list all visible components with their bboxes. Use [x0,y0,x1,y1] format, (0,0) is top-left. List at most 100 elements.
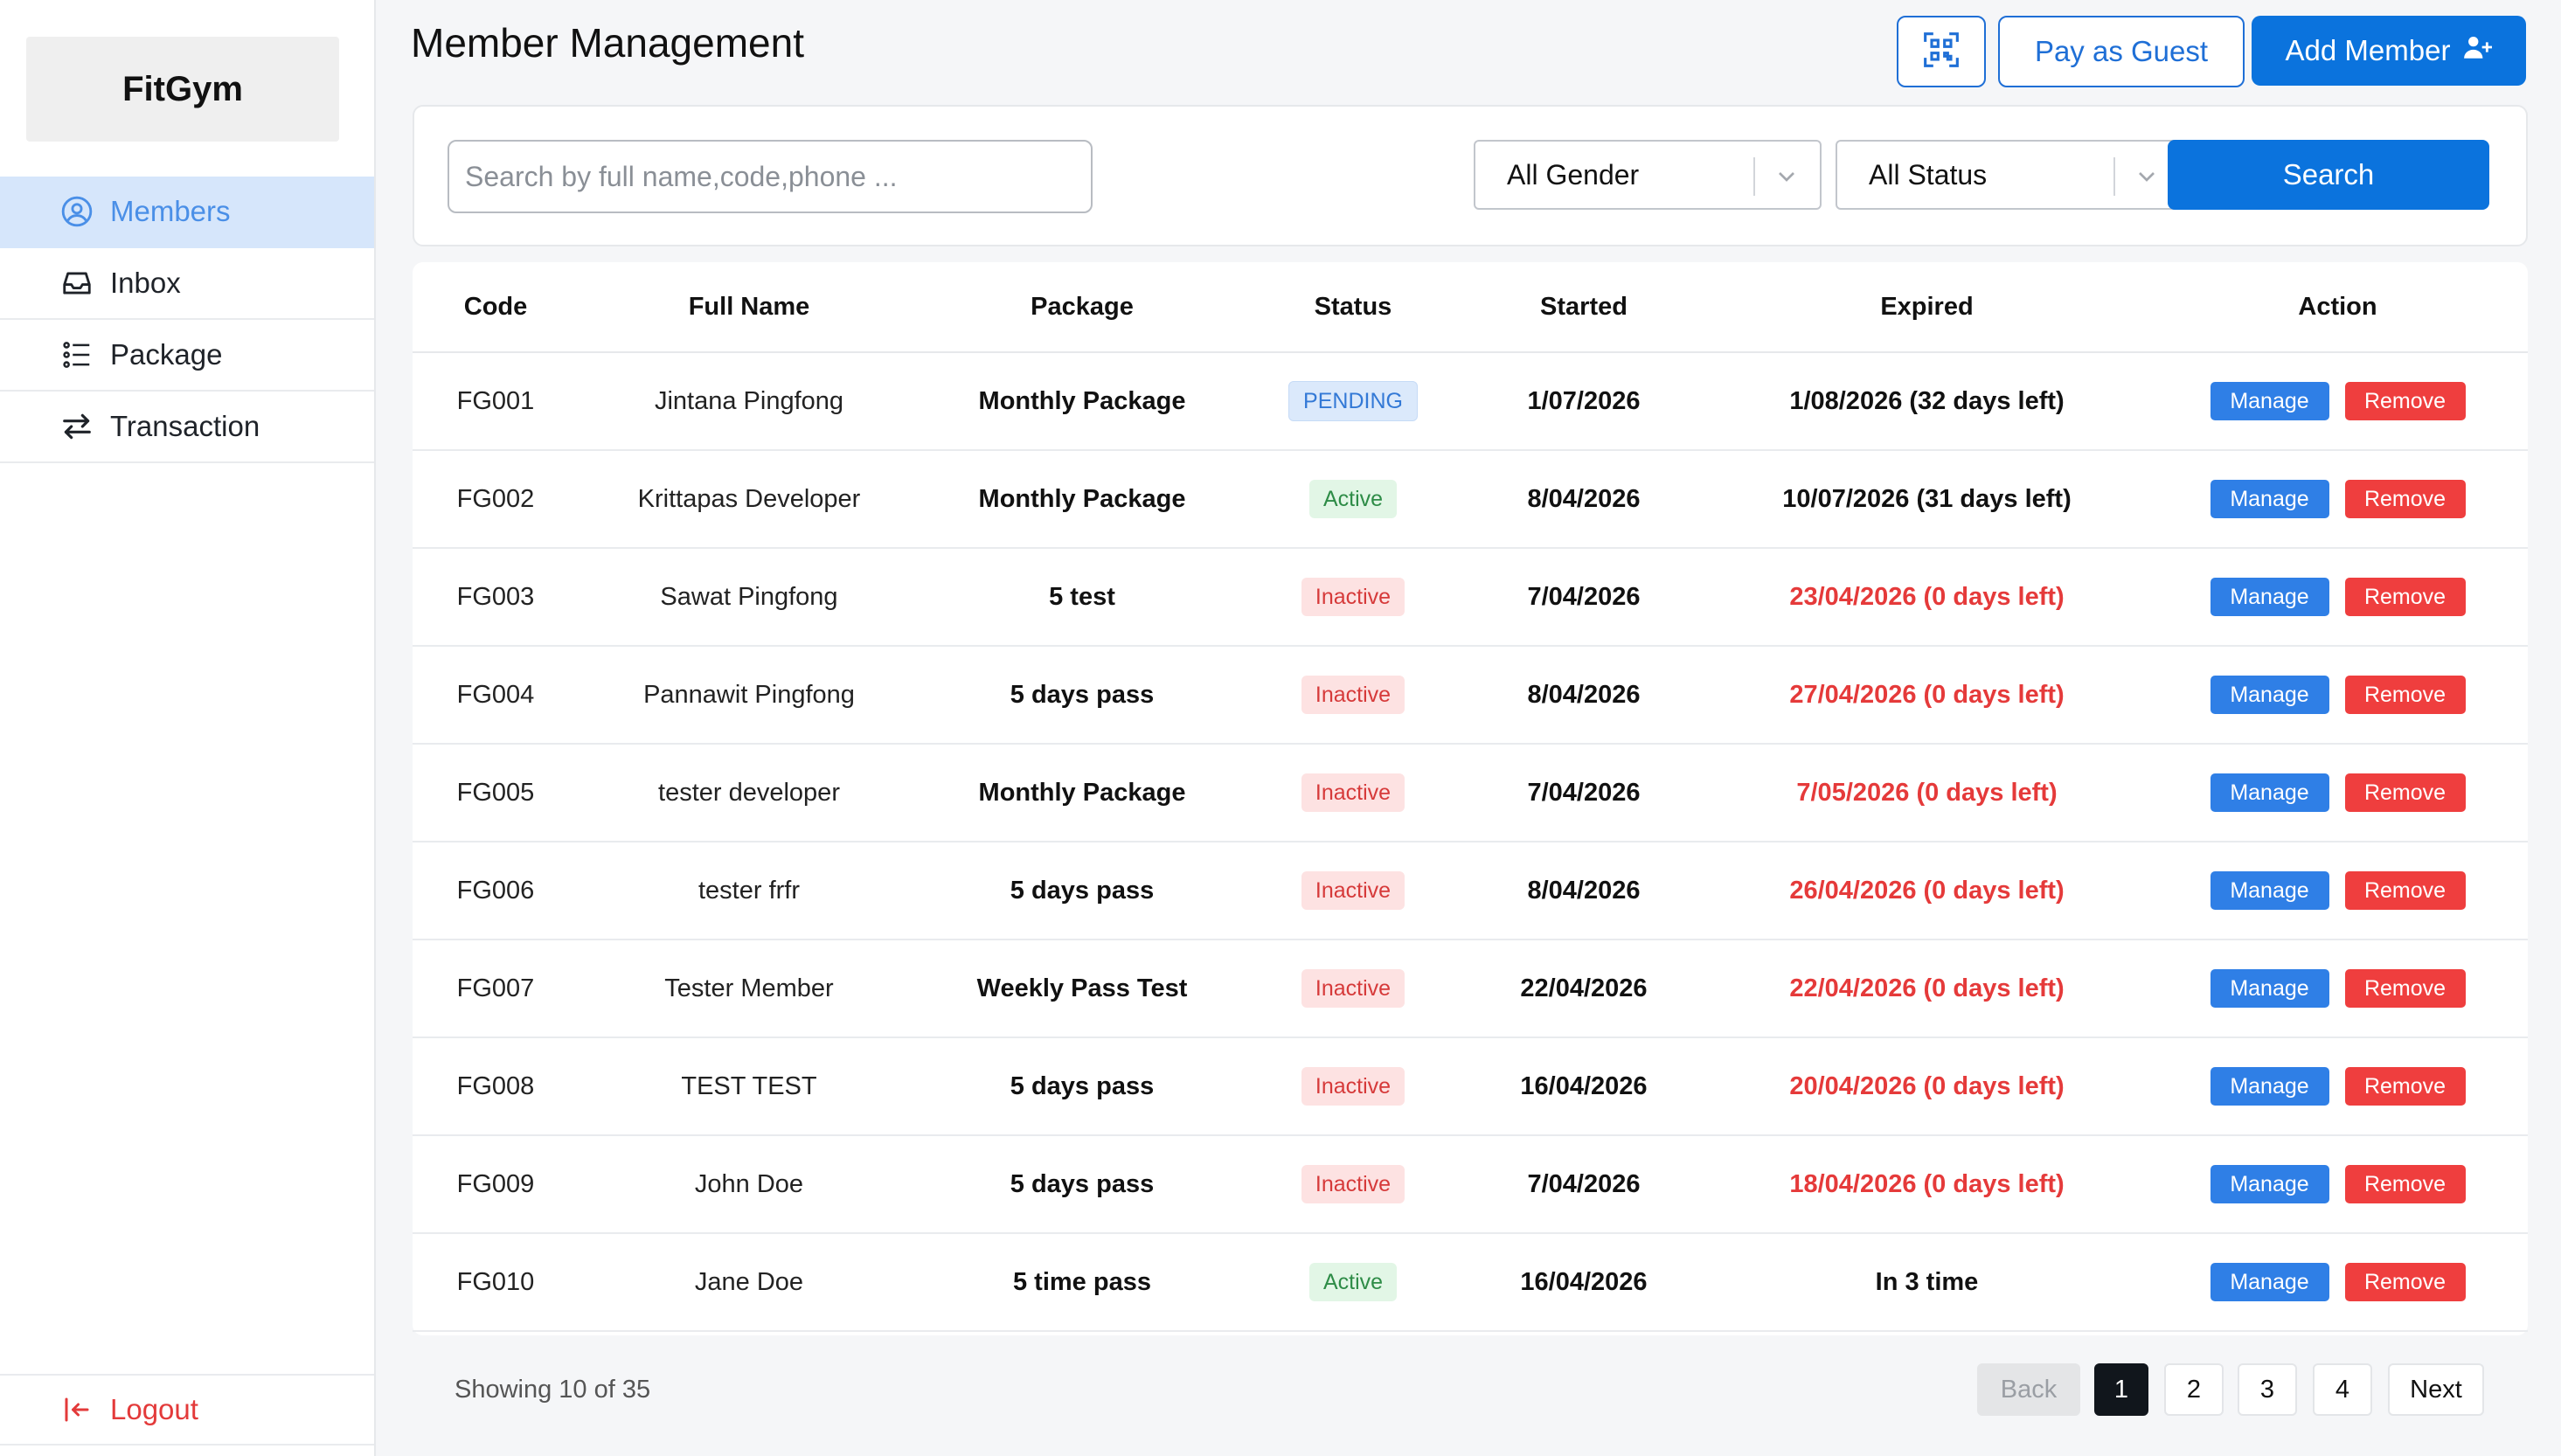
manage-button[interactable]: Manage [2210,1263,2329,1301]
remove-button[interactable]: Remove [2344,871,2466,910]
gender-select[interactable]: All Gender [1474,140,1822,210]
cell-status: Inactive [1245,940,1461,1037]
pagination-page-2[interactable]: 2 [2164,1363,2224,1416]
remove-button[interactable]: Remove [2344,578,2466,616]
table-row: FG007 Tester Member Weekly Pass Test Inacti… [413,940,2528,1038]
pagination-back-button[interactable]: Back [1977,1363,2080,1416]
cell-expired: 27/04/2026 (0 days left) [1789,680,2065,709]
status-badge: Inactive [1301,773,1405,812]
pay-as-guest-button[interactable]: Pay as Guest [1998,16,2245,87]
manage-button[interactable]: Manage [2210,1165,2329,1203]
cell-package: 5 time pass [1013,1267,1151,1296]
cell-action: Manage Remove [2148,745,2528,841]
table-body: FG001 Jintana Pingfong Monthly Package PEND… [413,353,2528,1332]
cell-expired: 7/05/2026 (0 days left) [1796,778,2058,807]
cell-started: 16/04/2026 [1520,1071,1648,1100]
sidebar: FitGym Members Inbox Package Transaction [0,0,376,1456]
cell-code: FG007 [456,974,535,1002]
cell-package: 5 days pass [1010,876,1155,905]
sidebar-item-inbox[interactable]: Inbox [0,248,374,320]
cell-package: 5 days pass [1010,1071,1155,1100]
cell-action: Manage Remove [2148,940,2528,1037]
column-header-full-name: Full Name [688,292,810,321]
cell-package: 5 days pass [1010,1169,1155,1198]
remove-button[interactable]: Remove [2344,382,2466,420]
cell-status: Inactive [1245,647,1461,743]
cell-code: FG003 [456,582,535,611]
cell-package: Monthly Package [978,386,1186,415]
cell-expired: 23/04/2026 (0 days left) [1789,582,2065,611]
logout-button[interactable]: Logout [0,1374,374,1446]
status-badge: Inactive [1301,969,1405,1008]
remove-button[interactable]: Remove [2344,1263,2466,1301]
qr-scan-button[interactable] [1897,16,1986,87]
cell-code: FG008 [456,1071,535,1100]
pagination-page-1[interactable]: 1 [2094,1363,2148,1416]
status-select[interactable]: All Status [1836,140,2182,210]
table-row: FG010 Jane Doe 5 time pass Active 16/04/2026… [413,1234,2528,1332]
sidebar-nav: Members Inbox Package Transaction [0,177,374,463]
table-row: FG004 Pannawit Pingfong 5 days pass Inactiv… [413,647,2528,745]
search-input[interactable] [448,140,1093,213]
cell-expired: 20/04/2026 (0 days left) [1789,1071,2065,1100]
sidebar-item-members[interactable]: Members [0,177,374,248]
cell-started: 8/04/2026 [1527,680,1641,709]
cell-started: 8/04/2026 [1527,876,1641,905]
cell-action: Manage Remove [2148,451,2528,547]
user-plus-icon [2462,32,2493,69]
manage-button[interactable]: Manage [2210,969,2329,1008]
manage-button[interactable]: Manage [2210,773,2329,812]
cell-started: 16/04/2026 [1520,1267,1648,1296]
pagination-page-4[interactable]: 4 [2313,1363,2372,1416]
cell-code: FG006 [456,876,535,905]
remove-button[interactable]: Remove [2344,1067,2466,1106]
cell-started: 22/04/2026 [1520,974,1648,1002]
remove-button[interactable]: Remove [2344,1165,2466,1203]
remove-button[interactable]: Remove [2344,773,2466,812]
table-row: FG002 Krittapas Developer Monthly Package A… [413,451,2528,549]
table-row: FG005 tester developer Monthly Package Inac… [413,745,2528,842]
cell-status: Inactive [1245,745,1461,841]
cell-action: Manage Remove [2148,842,2528,939]
cell-expired: 22/04/2026 (0 days left) [1789,974,2065,1002]
logout-icon [59,1392,94,1427]
cell-package: Monthly Package [978,778,1186,807]
list-icon [59,337,94,372]
sidebar-item-package[interactable]: Package [0,320,374,392]
manage-button[interactable]: Manage [2210,1067,2329,1106]
pagination-next-button[interactable]: Next [2388,1363,2484,1416]
sidebar-item-label: Package [110,338,223,371]
column-header-package: Package [1031,292,1134,321]
sidebar-item-label: Inbox [110,267,181,299]
cell-expired: In 3 time [1875,1267,1979,1296]
search-button[interactable]: Search [2168,140,2489,210]
remove-button[interactable]: Remove [2344,676,2466,714]
remove-button[interactable]: Remove [2344,480,2466,518]
showing-count: Showing 10 of 35 [455,1376,651,1404]
cell-package: Weekly Pass Test [976,974,1188,1002]
manage-button[interactable]: Manage [2210,382,2329,420]
cell-full-name: John Doe [694,1169,804,1198]
sidebar-item-transaction[interactable]: Transaction [0,392,374,463]
manage-button[interactable]: Manage [2210,676,2329,714]
pagination-page-3[interactable]: 3 [2238,1363,2297,1416]
cell-full-name: TEST TEST [681,1071,817,1100]
cell-status: Active [1245,1234,1461,1330]
cell-action: Manage Remove [2148,1038,2528,1134]
cell-code: FG009 [456,1169,535,1198]
cell-full-name: Sawat Pingfong [660,582,838,611]
cell-code: FG005 [456,778,535,807]
manage-button[interactable]: Manage [2210,578,2329,616]
cell-status: Inactive [1245,549,1461,645]
chevron-down-icon [2133,163,2161,191]
cell-started: 7/04/2026 [1527,778,1641,807]
table-row: FG008 TEST TEST 5 days pass Inactive 16/04/2… [413,1038,2528,1136]
column-header-status: Status [1314,292,1392,321]
manage-button[interactable]: Manage [2210,480,2329,518]
remove-button[interactable]: Remove [2344,969,2466,1008]
cell-package: Monthly Package [978,484,1186,513]
cell-started: 8/04/2026 [1527,484,1641,513]
add-member-button[interactable]: Add Member [2252,16,2526,86]
manage-button[interactable]: Manage [2210,871,2329,910]
status-badge: Inactive [1301,1165,1405,1203]
